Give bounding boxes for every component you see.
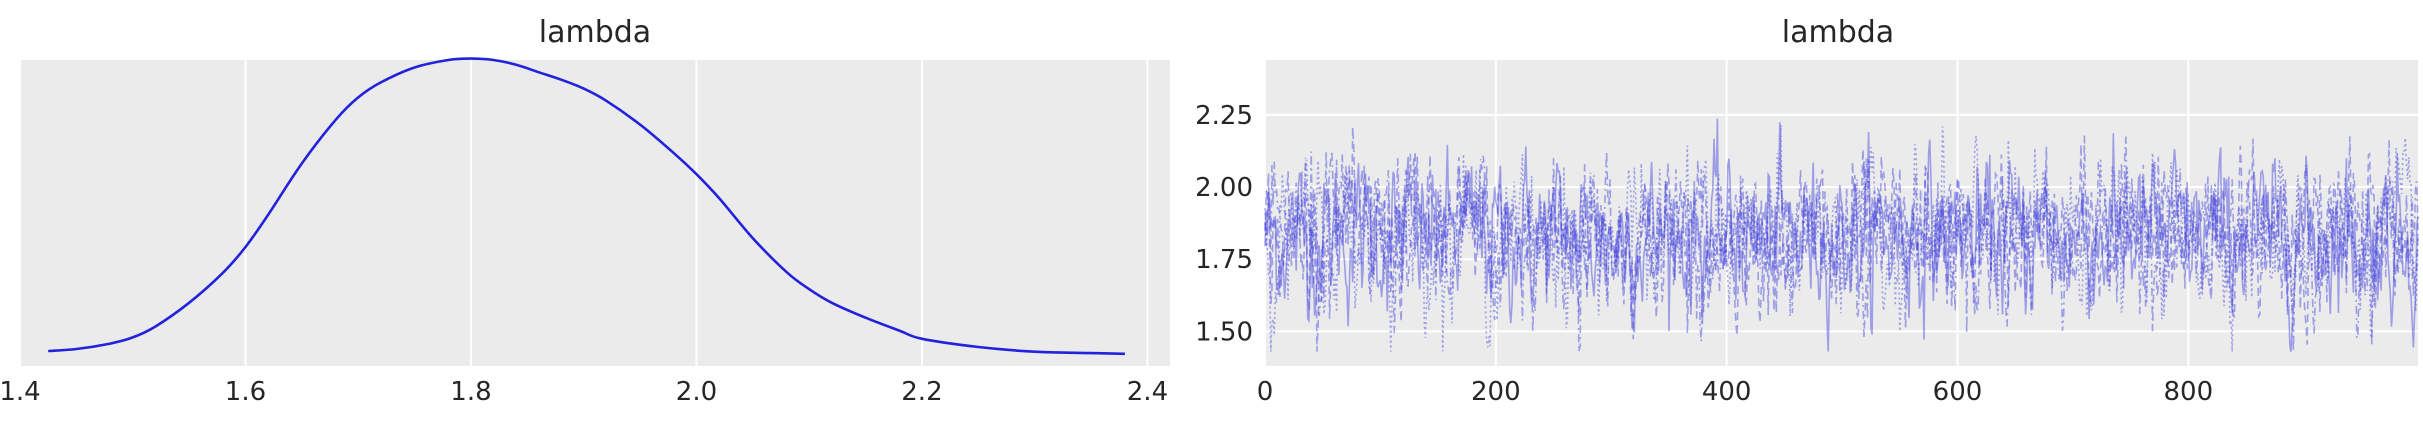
trace-y-tick-label: 1.75 <box>1195 245 1253 275</box>
trace-y-tick-label: 2.25 <box>1195 101 1253 131</box>
trace-chain-line <box>1264 126 2419 352</box>
trace-chains <box>1264 118 2419 352</box>
density-title: lambda <box>539 15 651 50</box>
trace-plot-area <box>1265 60 2418 366</box>
density-x-tick-label: 2.2 <box>901 377 942 407</box>
density-gridlines <box>19 60 1149 366</box>
posterior-density-panel: lambda 1.4 1.6 1.8 2.0 2.2 2.4 <box>0 15 1170 407</box>
trace-x-tick-label: 600 <box>1933 377 1983 407</box>
trace-panel: lambda 0 200 400 600 800 1.50 1.75 2.00 2.25 <box>1195 15 2419 407</box>
density-curves <box>48 57 1125 356</box>
trace-chain-line <box>1264 118 2419 352</box>
density-x-tick-label: 2.4 <box>1127 377 1168 407</box>
density-x-tick-label: 1.4 <box>0 377 41 407</box>
density-plot-area <box>20 60 1170 366</box>
trace-x-tick-label: 200 <box>1471 377 1521 407</box>
density-x-tick-label: 1.8 <box>450 377 491 407</box>
trace-x-tick-label: 800 <box>2164 377 2214 407</box>
density-x-tick-label: 1.6 <box>225 377 266 407</box>
density-curve <box>48 57 1125 356</box>
trace-chain-line <box>1264 135 2419 352</box>
trace-gridlines <box>1264 60 2418 366</box>
trace-tick-labels: 0 200 400 600 800 1.50 1.75 2.00 2.25 <box>1195 101 2213 407</box>
density-x-tick-label: 2.0 <box>676 377 717 407</box>
trace-y-tick-label: 2.00 <box>1195 173 1253 203</box>
trace-title: lambda <box>1782 15 1894 50</box>
trace-x-tick-label: 0 <box>1257 377 1274 407</box>
trace-x-tick-label: 400 <box>1702 377 1752 407</box>
trace-chain-line <box>1264 124 2419 352</box>
trace-y-tick-label: 1.50 <box>1195 317 1253 347</box>
density-tick-labels: 1.4 1.6 1.8 2.0 2.2 2.4 <box>0 377 1168 407</box>
